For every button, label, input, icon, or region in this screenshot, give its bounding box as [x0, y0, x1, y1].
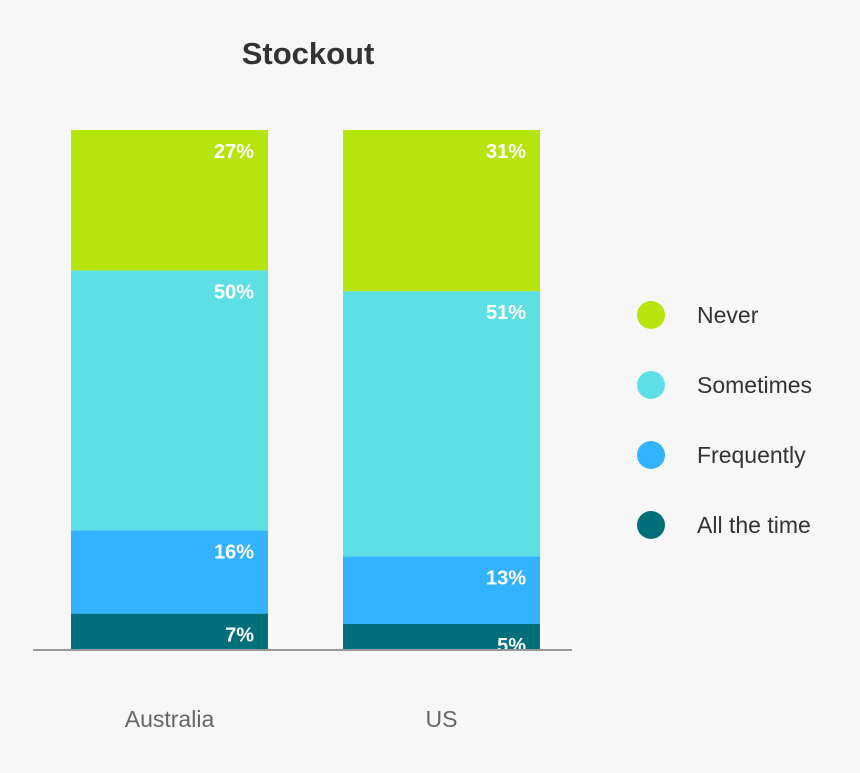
data-label-us-sometimes: 51%	[486, 302, 526, 324]
legend-item-all-the-time: All the time	[637, 511, 811, 539]
bar-us-all-the-time	[343, 624, 540, 650]
data-label-australia-all-the-time: 7%	[225, 625, 254, 647]
bar-australia-sometimes	[71, 270, 268, 531]
legend-item-never: Never	[637, 301, 759, 329]
bar-australia-never	[71, 130, 268, 271]
legend: Never Sometimes Frequently All the time	[637, 301, 812, 539]
bars-layer	[71, 130, 540, 650]
legend-swatch-never	[637, 301, 665, 329]
legend-swatch-all-the-time	[637, 511, 665, 539]
legend-label-all-the-time: All the time	[697, 512, 811, 538]
legend-label-frequently: Frequently	[697, 442, 806, 468]
bar-us-sometimes	[343, 291, 540, 557]
bar-australia-all-the-time	[71, 613, 268, 650]
legend-item-sometimes: Sometimes	[637, 371, 812, 399]
chart-title: Stockout	[242, 36, 375, 71]
data-label-us-all-the-time: 5%	[497, 635, 526, 657]
legend-swatch-frequently	[637, 441, 665, 469]
data-labels-layer: 7% 16% 50% 27% 5% 13% 51% 31%	[214, 141, 526, 657]
data-label-us-frequently: 13%	[486, 567, 526, 589]
data-label-australia-sometimes: 50%	[214, 281, 254, 303]
category-label-us: US	[426, 706, 458, 732]
data-label-us-never: 31%	[486, 141, 526, 163]
category-labels-layer: Australia US	[125, 706, 458, 732]
category-label-australia: Australia	[125, 706, 215, 732]
legend-swatch-sometimes	[637, 371, 665, 399]
bar-us-frequently	[343, 556, 540, 624]
bar-australia-frequently	[71, 530, 268, 614]
bar-us-never	[343, 130, 540, 292]
legend-item-frequently: Frequently	[637, 441, 806, 469]
legend-label-never: Never	[697, 302, 759, 328]
legend-label-sometimes: Sometimes	[697, 372, 812, 398]
data-label-australia-frequently: 16%	[214, 541, 254, 563]
data-label-australia-never: 27%	[214, 141, 254, 163]
